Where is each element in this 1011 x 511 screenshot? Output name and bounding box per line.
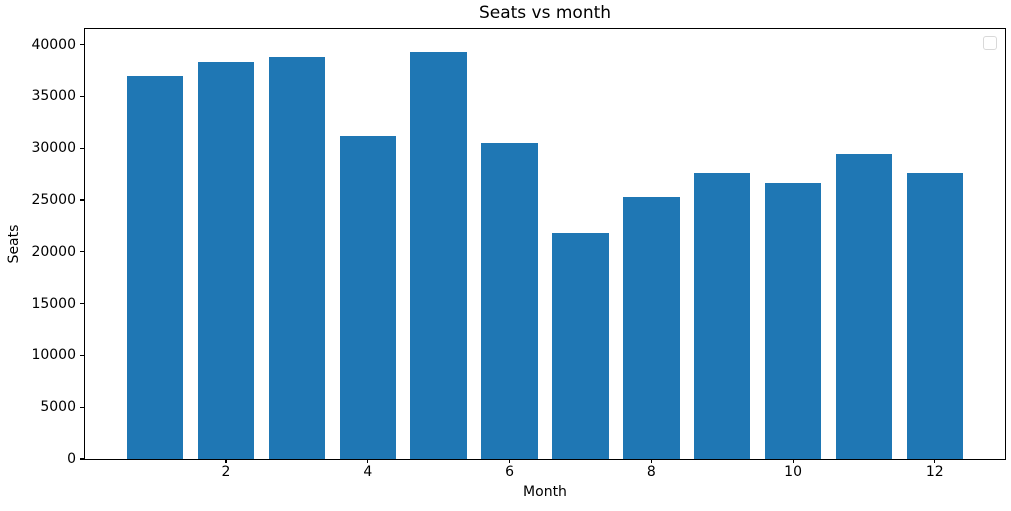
x-axis-label: Month: [523, 484, 567, 500]
y-tick-label: 40000: [31, 36, 76, 53]
chart-title: Seats vs month: [478, 3, 612, 23]
plot-area: [84, 28, 1006, 460]
bar-month-6: [481, 143, 538, 459]
x-tick-mark: [650, 459, 652, 463]
x-tick-mark: [509, 459, 511, 463]
y-tick-label: 30000: [31, 140, 76, 157]
y-tick-label: 15000: [31, 295, 76, 312]
legend-box: [983, 36, 997, 50]
y-tick-label: 10000: [31, 347, 76, 364]
bar-month-7: [552, 233, 609, 459]
x-tick-label: 2: [221, 464, 231, 480]
y-tick-mark: [80, 303, 84, 305]
y-tick-mark: [80, 147, 84, 149]
y-tick-mark: [80, 95, 84, 97]
y-tick-mark: [80, 43, 84, 46]
y-tick-label: 20000: [31, 243, 76, 260]
bar-month-3: [268, 57, 326, 459]
y-tick-mark: [80, 406, 84, 408]
bar-month-1: [126, 75, 184, 459]
y-tick-mark: [80, 354, 84, 356]
y-tick-mark: [80, 458, 84, 460]
bar-month-4: [339, 135, 397, 459]
bar-month-11: [835, 154, 893, 459]
bar-month-5: [410, 51, 467, 459]
x-tick-mark: [367, 459, 369, 463]
x-tick-label: 8: [646, 464, 656, 480]
y-tick-label: 5000: [40, 399, 76, 416]
bar-month-8: [623, 196, 680, 459]
y-tick-mark: [80, 199, 84, 201]
y-tick-label: 0: [67, 451, 76, 467]
y-tick-label: 25000: [31, 192, 76, 208]
x-tick-label: 6: [505, 464, 515, 480]
x-tick-mark: [792, 459, 794, 463]
y-tick-mark: [80, 251, 84, 253]
bar-month-10: [764, 183, 822, 459]
bar-month-9: [693, 173, 751, 459]
x-tick-mark: [225, 459, 227, 463]
y-tick-label: 35000: [31, 88, 76, 105]
x-tick-label: 10: [784, 464, 802, 480]
x-tick-label: 12: [925, 464, 944, 480]
x-tick-label: 4: [363, 464, 373, 480]
bar-month-2: [197, 62, 255, 459]
x-tick-mark: [934, 459, 936, 463]
bar-month-12: [906, 173, 964, 459]
